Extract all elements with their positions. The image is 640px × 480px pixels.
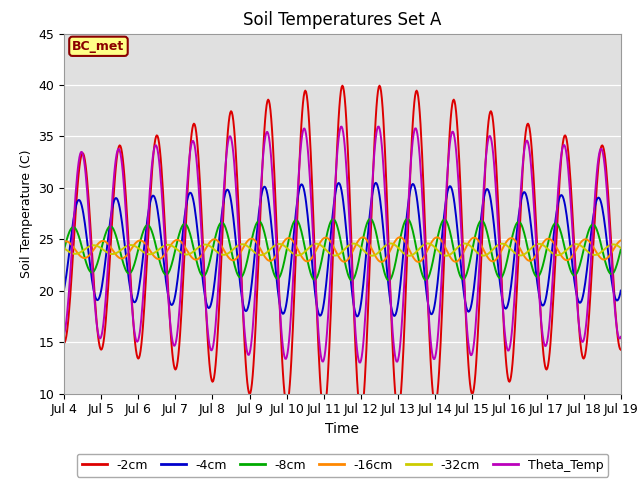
Theta_Temp <box>182 197 190 203</box>
-32cm <box>182 252 190 257</box>
-2cm <box>60 340 68 346</box>
-2cm <box>617 347 625 353</box>
Line: -8cm: -8cm <box>64 219 621 280</box>
-2cm <box>334 131 342 137</box>
Theta_Temp <box>334 144 342 150</box>
-8cm <box>334 225 342 231</box>
Theta_Temp <box>390 339 397 345</box>
Line: -32cm: -32cm <box>64 243 621 256</box>
-4cm <box>60 287 68 292</box>
Theta_Temp <box>206 345 214 351</box>
-4cm <box>353 313 361 319</box>
-16cm <box>445 251 452 256</box>
-2cm <box>390 362 397 368</box>
-2cm <box>339 83 346 88</box>
-8cm <box>390 268 397 274</box>
-16cm <box>389 242 397 248</box>
-4cm <box>617 288 625 294</box>
-8cm <box>385 277 392 283</box>
-2cm <box>357 411 365 417</box>
-4cm <box>568 252 575 258</box>
-32cm <box>445 252 452 258</box>
-32cm <box>617 245 625 251</box>
-16cm <box>60 239 68 245</box>
-8cm <box>60 247 68 252</box>
-4cm <box>445 186 452 192</box>
-32cm <box>424 240 431 246</box>
-32cm <box>206 243 214 249</box>
-16cm <box>377 259 385 265</box>
-32cm <box>388 240 396 246</box>
Theta_Temp <box>568 209 575 215</box>
-16cm <box>182 246 190 252</box>
Theta_Temp <box>375 124 383 130</box>
-16cm <box>206 239 214 245</box>
-8cm <box>182 222 190 228</box>
Line: -2cm: -2cm <box>64 85 621 414</box>
Line: Theta_Temp: Theta_Temp <box>64 127 621 362</box>
-32cm <box>60 245 68 251</box>
Theta_Temp <box>60 332 68 337</box>
Theta_Temp <box>445 157 452 163</box>
-4cm <box>334 181 342 187</box>
-4cm <box>206 304 214 310</box>
-4cm <box>372 180 380 186</box>
-8cm <box>366 216 374 222</box>
Line: -16cm: -16cm <box>64 237 621 262</box>
-8cm <box>568 269 575 275</box>
-16cm <box>396 234 403 240</box>
-2cm <box>445 155 452 160</box>
-8cm <box>445 223 452 228</box>
-2cm <box>568 191 575 196</box>
Theta_Temp <box>356 360 364 365</box>
-4cm <box>390 312 397 318</box>
-32cm <box>568 243 575 249</box>
-32cm <box>334 252 342 258</box>
-4cm <box>182 203 190 208</box>
-8cm <box>206 257 214 263</box>
Y-axis label: Soil Temperature (C): Soil Temperature (C) <box>20 149 33 278</box>
-16cm <box>568 254 575 260</box>
-2cm <box>182 215 190 220</box>
-16cm <box>334 252 342 258</box>
-32cm <box>405 253 413 259</box>
X-axis label: Time: Time <box>325 422 360 436</box>
Theta_Temp <box>617 334 625 340</box>
Title: Soil Temperatures Set A: Soil Temperatures Set A <box>243 11 442 29</box>
-2cm <box>206 368 214 374</box>
Text: BC_met: BC_met <box>72 40 125 53</box>
-8cm <box>617 247 625 252</box>
Legend: -2cm, -4cm, -8cm, -16cm, -32cm, Theta_Temp: -2cm, -4cm, -8cm, -16cm, -32cm, Theta_Te… <box>77 454 608 477</box>
Line: -4cm: -4cm <box>64 183 621 316</box>
-16cm <box>617 238 625 243</box>
